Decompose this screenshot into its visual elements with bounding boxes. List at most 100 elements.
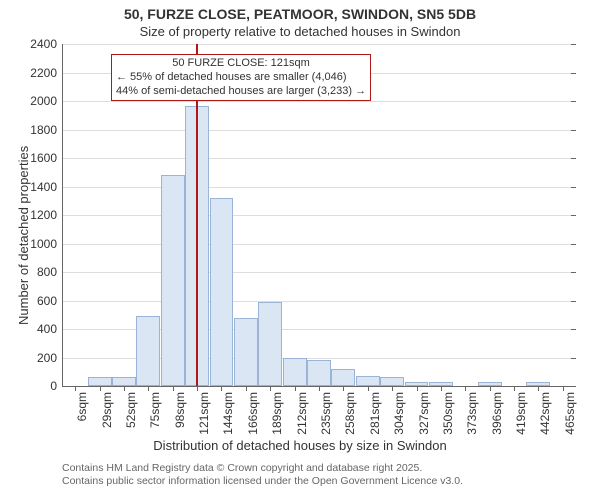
histogram-bar <box>136 316 160 386</box>
histogram-bar <box>380 377 404 386</box>
y-tick-mark <box>571 272 576 273</box>
chart-title-1: 50, FURZE CLOSE, PEATMOOR, SWINDON, SN5 … <box>0 6 600 22</box>
x-tick-label: 235sqm <box>319 392 333 435</box>
y-tick-label: 0 <box>50 379 57 393</box>
y-tick-mark <box>571 301 576 302</box>
x-tick-mark <box>514 386 515 391</box>
y-tick-mark <box>571 386 576 387</box>
annotation-line-2: 44% of semi-detached houses are larger (… <box>116 85 366 99</box>
x-tick-mark <box>343 386 344 391</box>
x-tick-mark <box>100 386 101 391</box>
y-tick-label: 2400 <box>30 37 57 51</box>
histogram-bar <box>234 318 258 386</box>
footer-attribution: Contains HM Land Registry data © Crown c… <box>62 462 463 488</box>
x-tick-mark <box>270 386 271 391</box>
y-tick-mark <box>571 73 576 74</box>
x-tick-mark <box>392 386 393 391</box>
histogram-bar <box>526 382 550 386</box>
histogram-bar <box>112 377 136 386</box>
y-tick-label: 200 <box>37 351 57 365</box>
y-tick-mark <box>571 358 576 359</box>
x-axis-label: Distribution of detached houses by size … <box>0 438 600 453</box>
histogram-bar <box>356 376 380 386</box>
histogram-bar <box>307 360 331 386</box>
histogram-bar <box>258 302 282 386</box>
y-tick-label: 2000 <box>30 94 57 108</box>
x-tick-mark <box>368 386 369 391</box>
histogram-bar <box>429 382 453 386</box>
histogram-bar <box>283 358 307 387</box>
x-tick-label: 29sqm <box>100 392 114 428</box>
gridline <box>63 158 575 159</box>
chart-title-2: Size of property relative to detached ho… <box>0 24 600 39</box>
gridline <box>63 301 575 302</box>
y-tick-mark <box>571 130 576 131</box>
histogram-bar <box>161 175 185 386</box>
x-tick-label: 373sqm <box>465 392 479 435</box>
x-tick-label: 465sqm <box>563 392 577 435</box>
y-tick-mark <box>571 187 576 188</box>
y-tick-mark <box>571 244 576 245</box>
gridline <box>63 44 575 45</box>
histogram-bar <box>210 198 234 386</box>
x-tick-label: 442sqm <box>538 392 552 435</box>
gridline <box>63 215 575 216</box>
y-tick-label: 600 <box>37 294 57 308</box>
footer-line-1: Contains HM Land Registry data © Crown c… <box>62 462 463 475</box>
x-tick-mark <box>441 386 442 391</box>
histogram-bar <box>405 382 429 386</box>
x-tick-mark <box>124 386 125 391</box>
footer-line-2: Contains public sector information licen… <box>62 475 463 488</box>
y-tick-label: 2200 <box>30 66 57 80</box>
y-tick-label: 400 <box>37 322 57 336</box>
x-tick-mark <box>490 386 491 391</box>
x-tick-mark <box>295 386 296 391</box>
x-tick-label: 327sqm <box>417 392 431 435</box>
y-tick-label: 1800 <box>30 123 57 137</box>
y-axis-label: Number of detached properties <box>16 146 31 325</box>
gridline <box>63 187 575 188</box>
plot-area: 0200400600800100012001400160018002000220… <box>62 44 575 387</box>
x-tick-label: 419sqm <box>514 392 528 435</box>
gridline <box>63 272 575 273</box>
x-tick-mark <box>221 386 222 391</box>
y-tick-mark <box>571 215 576 216</box>
x-tick-mark <box>75 386 76 391</box>
x-tick-label: 6sqm <box>75 392 89 421</box>
histogram-bar <box>331 369 355 386</box>
gridline <box>63 244 575 245</box>
histogram-bar <box>478 382 502 386</box>
x-tick-label: 350sqm <box>441 392 455 435</box>
y-tick-mark <box>571 101 576 102</box>
x-tick-label: 98sqm <box>173 392 187 428</box>
y-tick-label: 1400 <box>30 180 57 194</box>
x-tick-mark <box>538 386 539 391</box>
y-tick-mark <box>571 329 576 330</box>
x-tick-mark <box>563 386 564 391</box>
gridline <box>63 130 575 131</box>
x-tick-mark <box>173 386 174 391</box>
y-tick-label: 1600 <box>30 151 57 165</box>
y-tick-label: 800 <box>37 265 57 279</box>
annotation-header: 50 FURZE CLOSE: 121sqm <box>116 57 366 71</box>
x-tick-label: 121sqm <box>197 392 211 435</box>
annotation-line-1: ← 55% of detached houses are smaller (4,… <box>116 71 366 85</box>
histogram-bar <box>88 377 112 386</box>
x-tick-mark <box>465 386 466 391</box>
x-tick-label: 75sqm <box>148 392 162 428</box>
x-tick-mark <box>319 386 320 391</box>
x-tick-label: 52sqm <box>124 392 138 428</box>
x-tick-label: 281sqm <box>368 392 382 435</box>
y-tick-mark <box>571 158 576 159</box>
x-tick-label: 304sqm <box>392 392 406 435</box>
y-tick-label: 1200 <box>30 208 57 222</box>
x-tick-mark <box>417 386 418 391</box>
x-tick-label: 166sqm <box>246 392 260 435</box>
x-tick-label: 189sqm <box>270 392 284 435</box>
x-tick-label: 396sqm <box>490 392 504 435</box>
x-tick-label: 212sqm <box>295 392 309 435</box>
y-tick-label: 1000 <box>30 237 57 251</box>
x-tick-mark <box>148 386 149 391</box>
annotation-box: 50 FURZE CLOSE: 121sqm← 55% of detached … <box>111 54 371 101</box>
x-tick-mark <box>197 386 198 391</box>
